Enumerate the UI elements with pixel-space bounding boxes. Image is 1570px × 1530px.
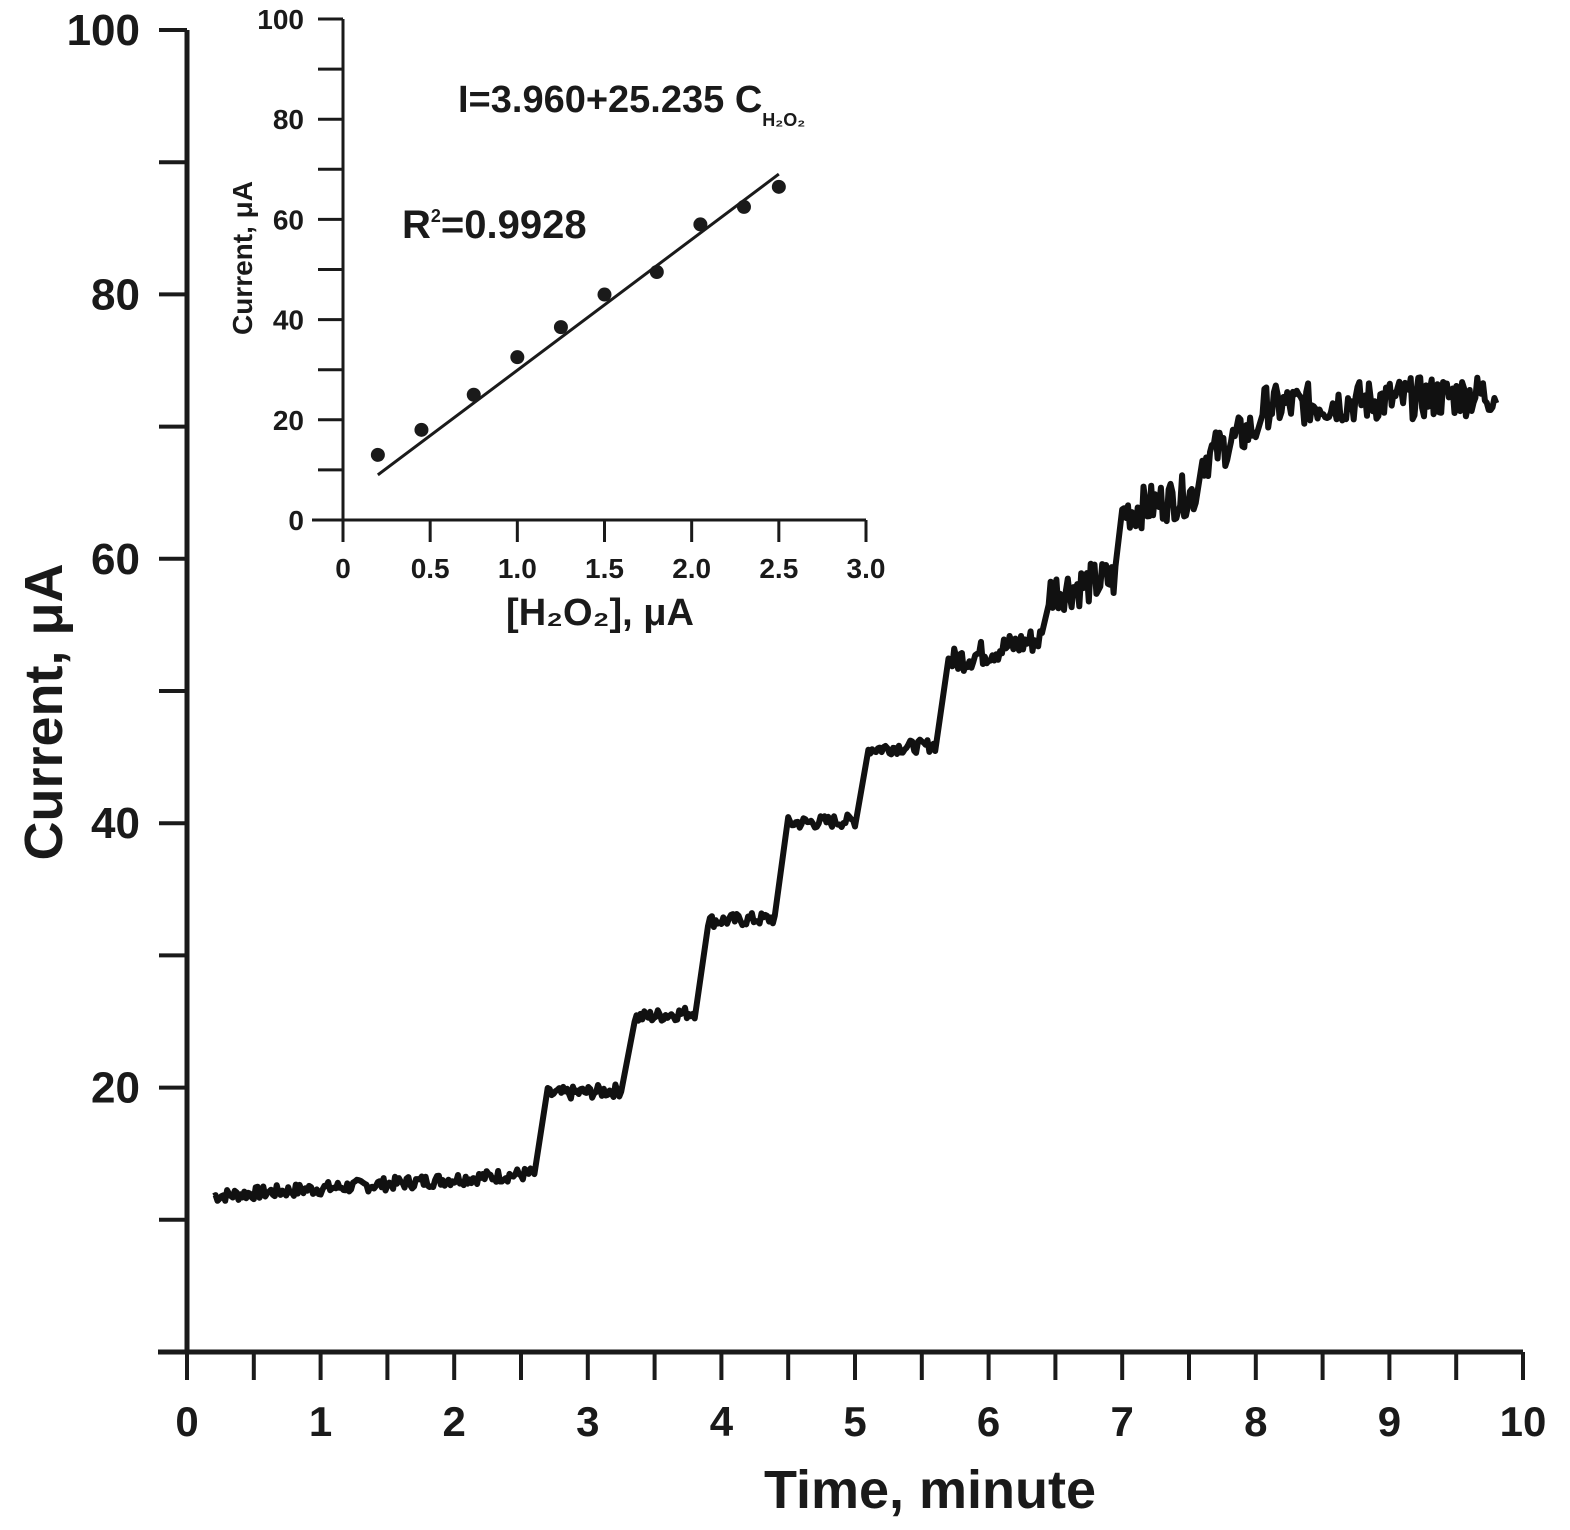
inset-x-tick-label: 0.5 — [411, 553, 450, 584]
inset-point — [771, 179, 786, 194]
inset-y-tick-label: 0 — [288, 505, 304, 536]
r-squared-sup: 2 — [431, 206, 441, 226]
main-x-tick-label: 10 — [1500, 1398, 1547, 1445]
r-squared: R2=0.9928 — [402, 203, 587, 247]
main-x-tick-label: 6 — [977, 1398, 1000, 1445]
inset-x-tick-label: 2.0 — [672, 553, 711, 584]
inset-points — [370, 179, 786, 462]
main-x-tick-label: 3 — [576, 1398, 599, 1445]
inset-x-ticks: 0 0.5 1.0 1.5 2.0 2.5 3.0 — [335, 520, 885, 584]
inset-x-tick-label: 3.0 — [847, 553, 886, 584]
inset-point — [370, 447, 385, 462]
inset-point — [414, 422, 429, 437]
inset-x-tick-label: 1.5 — [585, 553, 624, 584]
inset-x-tick-label: 1.0 — [498, 553, 537, 584]
inset-point — [736, 199, 751, 214]
fit-line — [376, 172, 780, 477]
current-trace — [212, 374, 1500, 1204]
inset-y-tick-label: 80 — [273, 104, 304, 135]
inset-y-tick-label: 40 — [273, 305, 304, 336]
inset-point — [649, 265, 664, 280]
fit-equation-subscript: H₂O₂ — [762, 110, 805, 130]
fit-equation: I=3.960+25.235 CH₂O₂ — [458, 79, 805, 130]
inset-x-tick-label: 2.5 — [759, 553, 798, 584]
main-x-ticks: 0 1 2 3 4 5 6 7 8 9 10 — [175, 1352, 1546, 1445]
main-x-tick-label: 4 — [710, 1398, 734, 1445]
main-x-tick-label: 8 — [1244, 1398, 1267, 1445]
main-x-tick-label: 1 — [309, 1398, 332, 1445]
inset-point — [553, 320, 568, 335]
inset-point — [466, 387, 481, 402]
inset-point — [597, 287, 612, 302]
inset-x-label: [H₂O₂], μA — [506, 592, 694, 634]
inset-x-tick-label: 0 — [335, 553, 351, 584]
main-x-tick-label: 5 — [843, 1398, 866, 1445]
main-x-tick-label: 0 — [175, 1398, 198, 1445]
inset-plot: 0 20 40 60 80 100 0 0.5 1.0 1.5 2.0 2.5 3.0 [H₂O₂],… — [227, 4, 885, 634]
r-squared-prefix: R — [402, 203, 431, 247]
inset-y-label: Current, μA — [227, 181, 258, 335]
inset-y-tick-label: 60 — [273, 204, 304, 235]
main-y-tick-label: 60 — [91, 535, 140, 584]
r-squared-value: =0.9928 — [441, 203, 587, 247]
main-y-tick-label: 40 — [91, 799, 140, 848]
inset-point — [510, 350, 525, 365]
inset-y-tick-label: 100 — [257, 4, 304, 35]
inset-point — [693, 217, 708, 232]
inset-y-tick-label: 20 — [273, 405, 304, 436]
main-x-tick-label: 2 — [443, 1398, 466, 1445]
main-y-label: Current, μA — [14, 563, 74, 860]
main-x-label: Time, minute — [764, 1460, 1096, 1520]
main-x-tick-label: 9 — [1378, 1398, 1401, 1445]
main-y-tick-label: 100 — [67, 6, 140, 55]
inset-y-ticks: 0 20 40 60 80 100 — [257, 4, 343, 536]
main-y-tick-label: 80 — [91, 270, 140, 319]
main-y-tick-label: 20 — [91, 1064, 140, 1113]
main-x-tick-label: 7 — [1111, 1398, 1134, 1445]
main-y-ticks: 20 40 60 80 100 — [67, 6, 187, 1222]
fit-equation-main: I=3.960+25.235 C — [458, 79, 762, 121]
